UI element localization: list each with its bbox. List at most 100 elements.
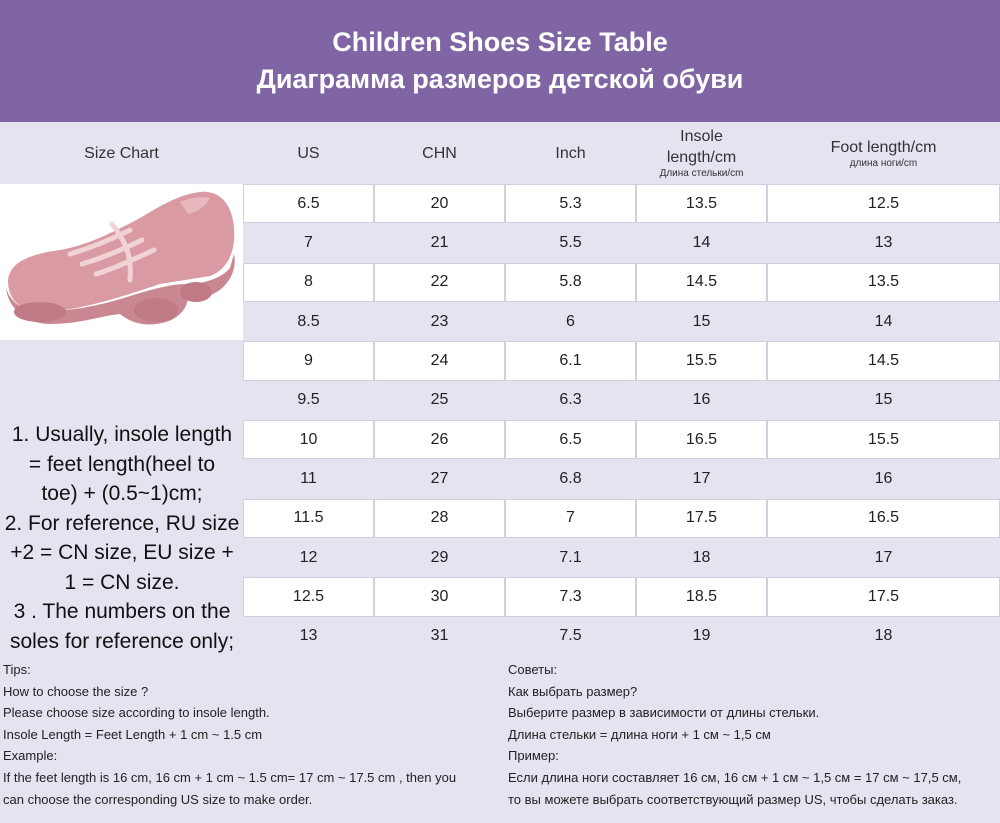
- header-insole: Insole length/cm Длина стельки/cm: [636, 122, 767, 184]
- table-cell: 16: [692, 391, 711, 409]
- table-cell: 15: [692, 312, 711, 330]
- table-cell: 15.5: [767, 420, 1000, 460]
- table-cell: 14.5: [767, 341, 1000, 381]
- product-image: [0, 184, 243, 340]
- header-foot: Foot length/cm длина ноги/cm: [767, 122, 1000, 184]
- table-cell: 7.5: [559, 627, 582, 645]
- table-cell: 6.3: [559, 391, 582, 409]
- table-cell: 6.5: [505, 420, 636, 460]
- table-cell: 6: [566, 312, 575, 330]
- table-cell: 17.5: [767, 577, 1000, 617]
- size-notes: 1. Usually, insole length = feet length(…: [2, 420, 242, 656]
- tip-line: If the feet length is 16 cm, 16 cm + 1 c…: [3, 769, 457, 785]
- table-cell: 28: [374, 498, 505, 538]
- table-cell: 12.5: [767, 184, 1000, 224]
- table-row: 9.5 25 6.3 16 15: [243, 380, 1000, 420]
- header-foot-label: Foot length/cm: [830, 138, 937, 156]
- tip-line: Пример:: [508, 748, 559, 764]
- header-inch-label: Inch: [555, 144, 586, 162]
- table-cell: 26: [374, 420, 505, 460]
- table-cell: 19: [692, 627, 711, 645]
- table-cell: 11.5: [243, 498, 374, 538]
- table-cell: 6.8: [559, 469, 582, 487]
- table-cell: 6.1: [505, 341, 636, 381]
- table-cell: 14.5: [636, 262, 767, 302]
- table-cell: 18: [874, 627, 893, 645]
- header-chn: CHN: [374, 122, 505, 184]
- table-cell: 5.5: [559, 233, 582, 251]
- pink-sneaker-icon: [6, 191, 235, 325]
- table-cell: 12: [299, 548, 318, 566]
- tip-line: Советы:: [508, 662, 558, 677]
- header-foot-sub: длина ноги/cm: [849, 157, 918, 169]
- table-cell: 7: [505, 498, 636, 538]
- table-cell: 8.5: [297, 312, 320, 330]
- header-size-chart: Size Chart: [0, 122, 243, 184]
- table-cell: 22: [374, 262, 505, 302]
- title-banner: Children Shoes Size Table Диаграмма разм…: [0, 0, 1000, 122]
- tip-line: Example:: [3, 748, 58, 764]
- table-cell: 9: [243, 341, 374, 381]
- table-row: 12 29 7.1 18 17: [243, 538, 1000, 578]
- table-row: 13 31 7.5 19 18: [243, 616, 1000, 656]
- table-cell: 13: [874, 233, 893, 251]
- table-cell: 27: [430, 469, 449, 487]
- title-russian: Диаграмма размеров детской обуви: [256, 64, 744, 94]
- tip-line: Выберите размер в зависимости от длины с…: [508, 705, 820, 721]
- note-line: 1. Usually, insole length: [11, 423, 233, 446]
- tip-line: Если длина ноги составляет 16 см, 16 см …: [508, 769, 962, 785]
- table-cell: 17: [874, 548, 893, 566]
- tip-line: то вы можете выбрать соответствующий раз…: [508, 791, 958, 807]
- table-cell: 17: [692, 469, 711, 487]
- table-cell: 18.5: [636, 577, 767, 617]
- table-cell: 30: [374, 577, 505, 617]
- table-cell: 13: [299, 627, 318, 645]
- note-line: toe) + (0.5~1)cm;: [41, 482, 203, 505]
- table-header: Size Chart US CHN Inch Insole length/cm …: [0, 122, 1000, 184]
- table-cell: 29: [430, 548, 449, 566]
- table-row: 8 22 5.8 14.5 13.5: [243, 262, 1000, 302]
- table-row: 6.5 20 5.3 13.5 12.5: [243, 184, 1000, 224]
- header-size-chart-label: Size Chart: [84, 144, 159, 162]
- table-row: 11.5 28 7 17.5 16.5: [243, 498, 1000, 538]
- header-insole-line1: Insole: [680, 128, 723, 145]
- table-cell: 8: [243, 262, 374, 302]
- tip-line: can choose the corresponding US size to …: [3, 791, 313, 807]
- note-line: 3 . The numbers on the: [13, 600, 231, 623]
- header-insole-line2: length/cm: [666, 149, 737, 166]
- title-english: Children Shoes Size Table: [332, 27, 668, 57]
- header-us-label: US: [297, 144, 320, 162]
- header-inch: Inch: [505, 122, 636, 184]
- table-cell: 24: [374, 341, 505, 381]
- table-row: 12.5 30 7.3 18.5 17.5: [243, 577, 1000, 617]
- table-cell: 15: [874, 391, 893, 409]
- tip-line: Длина стельки = длина ноги + 1 см ~ 1,5 …: [508, 726, 771, 742]
- table-cell: 11: [300, 469, 317, 487]
- tip-line: Tips:: [3, 662, 31, 677]
- table-row: 7 21 5.5 14 13: [243, 223, 1000, 263]
- table-cell: 31: [430, 627, 449, 645]
- tips-russian: Советы: Как выбрать размер? Выберите раз…: [508, 659, 961, 810]
- table-cell: 9.5: [297, 391, 320, 409]
- table-cell: 7.3: [505, 577, 636, 617]
- table-row: 10 26 6.5 16.5 15.5: [243, 420, 1000, 460]
- table-cell: 23: [430, 312, 449, 330]
- table-cell: 15.5: [636, 341, 767, 381]
- table-cell: 13.5: [636, 184, 767, 224]
- table-cell: 17.5: [636, 498, 767, 538]
- note-line: 2. For reference, RU size: [4, 511, 240, 535]
- table-cell: 7.1: [559, 548, 582, 566]
- table-cell: 5.3: [505, 184, 636, 224]
- tip-line: Insole Length = Feet Length + 1 cm ~ 1.5…: [3, 726, 263, 742]
- tips-english: Tips: How to choose the size ? Please ch…: [3, 659, 456, 810]
- table-cell: 5.8: [505, 262, 636, 302]
- note-line: +2 = CN size, EU size +: [10, 541, 234, 564]
- note-line: = feet length(heel to: [28, 452, 216, 476]
- note-line: 1 = CN size.: [64, 570, 180, 594]
- table-cell: 16: [874, 469, 893, 487]
- table-cell: 13.5: [767, 262, 1000, 302]
- header-us: US: [243, 122, 374, 184]
- table-cell: 6.5: [243, 184, 374, 224]
- header-chn-label: CHN: [422, 144, 457, 162]
- table-cell: 14: [692, 233, 711, 251]
